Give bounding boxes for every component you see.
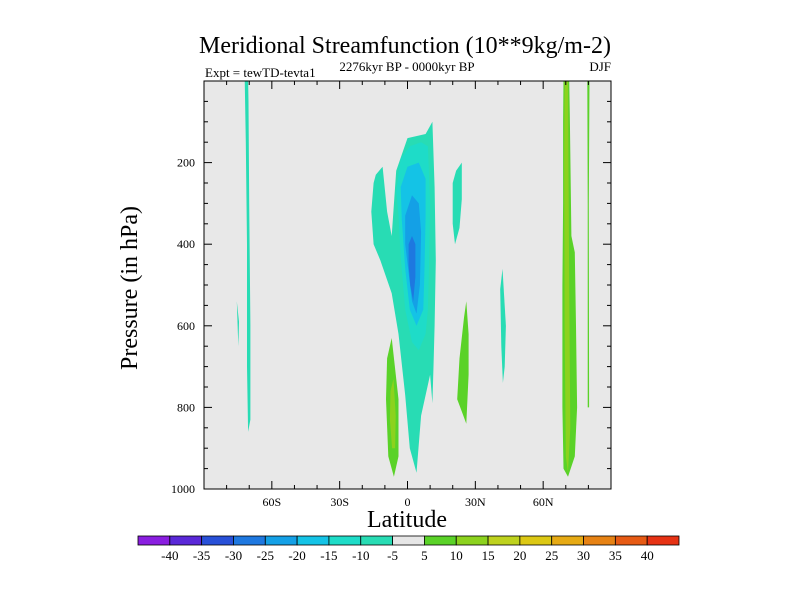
colorbar-swatch bbox=[233, 535, 266, 546]
colorbar-label: -40 bbox=[161, 548, 178, 563]
contour-regions bbox=[236, 81, 590, 477]
colorbar-swatch bbox=[487, 535, 521, 546]
colorbar-label: -20 bbox=[288, 548, 305, 563]
colorbar-swatch bbox=[646, 535, 680, 546]
x-tick-label: 30N bbox=[465, 495, 486, 509]
colorbar-label: 35 bbox=[609, 548, 622, 563]
colorbar: -40 -35 -30 -25 -20 -15 -10 -5 5 10 15 20 25 30 35 40 bbox=[137, 535, 680, 563]
colorbar-swatch bbox=[614, 535, 648, 546]
colorbar-swatch bbox=[519, 535, 553, 546]
colorbar-swatch bbox=[392, 535, 425, 546]
colorbar-swatch bbox=[264, 535, 298, 546]
colorbar-swatch bbox=[169, 535, 203, 546]
colorbar-label: 20 bbox=[513, 548, 526, 563]
colorbar-label: -25 bbox=[257, 548, 274, 563]
y-tick-label: 800 bbox=[177, 400, 195, 414]
colorbar-label: 10 bbox=[450, 548, 463, 563]
y-tick-label: 200 bbox=[177, 156, 195, 170]
contour-region-neg-main-25 bbox=[408, 236, 416, 302]
contour-region-pos-cell-27N bbox=[457, 301, 469, 424]
contour-region-neg-cell-42N bbox=[500, 268, 506, 383]
colorbar-label: 40 bbox=[641, 548, 654, 563]
colorbar-swatch bbox=[296, 535, 330, 546]
y-tick-label: 600 bbox=[177, 319, 195, 333]
colorbar-swatch bbox=[201, 535, 234, 546]
contour-region-neg-cell-75S bbox=[244, 81, 251, 432]
colorbar-swatch bbox=[583, 535, 616, 546]
colorbar-swatch bbox=[424, 535, 457, 546]
contour-region-pos-cell-5S-core bbox=[389, 378, 396, 449]
colorbar-label: -30 bbox=[225, 548, 242, 563]
colorbar-label: 25 bbox=[545, 548, 558, 563]
contour-region-pos-cell-80N bbox=[587, 81, 590, 408]
colorbar-label: -35 bbox=[193, 548, 210, 563]
right-string: DJF bbox=[589, 59, 611, 74]
colorbar-label: 15 bbox=[482, 548, 495, 563]
axis-ticks: 60S 30S 0 30N 60N 200 400 600 800 1000 bbox=[171, 81, 611, 509]
center-string: 2276kyr BP - 0000kyr BP bbox=[339, 59, 474, 74]
left-string: Expt = tewTD-tevta1 bbox=[205, 65, 316, 80]
x-tick-label: 60N bbox=[533, 495, 554, 509]
x-tick-label: 30S bbox=[330, 495, 349, 509]
colorbar-label: -15 bbox=[320, 548, 337, 563]
contour-region-neg-cell-80S-tail bbox=[236, 301, 239, 347]
colorbar-swatch bbox=[455, 535, 489, 546]
y-tick-label: 1000 bbox=[171, 482, 195, 496]
colorbar-swatch bbox=[551, 535, 584, 546]
colorbar-swatch bbox=[360, 535, 393, 546]
contour-region-pos-cell-72N-core bbox=[564, 81, 571, 473]
colorbar-swatch bbox=[328, 535, 362, 546]
y-tick-label: 400 bbox=[177, 237, 195, 251]
x-tick-label: 60S bbox=[262, 495, 281, 509]
x-tick-label: 0 bbox=[405, 495, 411, 509]
colorbar-label: -5 bbox=[387, 548, 398, 563]
colorbar-label: 5 bbox=[421, 548, 428, 563]
colorbar-label: 30 bbox=[577, 548, 590, 563]
chart-title: Meridional Streamfunction (10**9kg/m-2) bbox=[199, 33, 611, 59]
colorbar-swatch bbox=[137, 535, 171, 546]
y-axis-title: Pressure (in hPa) bbox=[117, 206, 143, 370]
x-axis-title: Latitude bbox=[367, 507, 447, 533]
colorbar-label: -10 bbox=[352, 548, 369, 563]
contour-region-neg-cell-22N bbox=[452, 162, 462, 245]
